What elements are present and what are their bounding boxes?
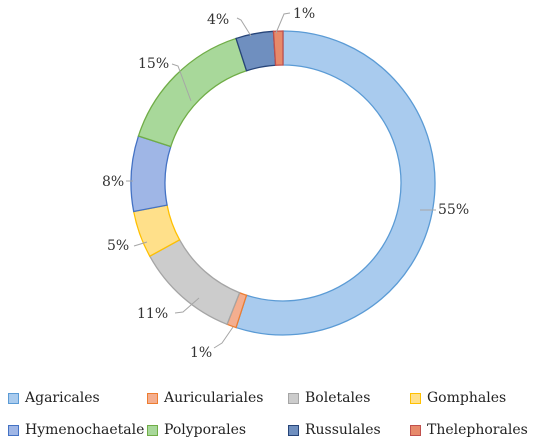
slice-hymenochaetale: [130, 135, 172, 213]
data-label-agaricales: 55%: [438, 202, 469, 218]
legend-item-thelephorales: Thelephorales: [410, 420, 528, 440]
leader-line-russulales: [236, 17, 252, 37]
legend-swatch-gomphales: [410, 392, 421, 404]
slice-thelephorales: [272, 30, 284, 66]
legend: Agaricales Auriculariales Boletales Gomp…: [0, 384, 550, 444]
legend-item-polyporales: Polyporales: [147, 420, 246, 440]
leader-line-gomphales: [133, 241, 148, 247]
legend-swatch-boletales: [288, 392, 299, 404]
legend-label-gomphales: Gomphales: [427, 390, 507, 406]
legend-label-agaricales: Agaricales: [25, 390, 100, 406]
leader-line-polyporales: [171, 63, 192, 102]
legend-item-agaricales: Agaricales: [8, 388, 100, 408]
data-label-polyporales: 15%: [138, 56, 169, 72]
legend-label-russulales: Russulales: [305, 422, 381, 438]
legend-label-auriculariales: Auriculariales: [164, 390, 264, 406]
legend-item-auriculariales: Auriculariales: [147, 388, 263, 408]
slice-polyporales: [137, 37, 248, 148]
legend-swatch-thelephorales: [410, 424, 421, 436]
leader-line-thelephorales: [275, 12, 291, 34]
legend-item-gomphales: Gomphales: [410, 388, 506, 408]
legend-swatch-hymenochaetale: [8, 424, 19, 436]
legend-item-hymenochaetale: Hymenochaetale: [8, 420, 144, 440]
legend-label-polyporales: Polyporales: [164, 422, 247, 438]
legend-swatch-russulales: [288, 424, 299, 436]
data-label-boletales: 11%: [137, 306, 168, 322]
legend-item-russulales: Russulales: [288, 420, 381, 440]
data-label-thelephorales: 1%: [293, 6, 315, 22]
legend-swatch-polyporales: [147, 424, 158, 436]
data-label-russulales: 4%: [207, 12, 229, 28]
legend-label-boletales: Boletales: [305, 390, 371, 406]
donut-plot-area: 55% 1% 11% 5% 8% 15% 4% 1%: [102, 6, 469, 361]
legend-swatch-agaricales: [8, 392, 19, 404]
data-label-hymenochaetale: 8%: [102, 174, 124, 190]
legend-label-thelephorales: Thelephorales: [427, 422, 528, 438]
slice-agaricales: [235, 30, 436, 336]
data-label-auriculariales: 1%: [190, 345, 212, 361]
legend-label-hymenochaetale: Hymenochaetale: [25, 422, 145, 438]
leader-line-auriculariales: [213, 326, 234, 349]
legend-item-boletales: Boletales: [288, 388, 370, 408]
data-label-gomphales: 5%: [107, 238, 129, 254]
legend-swatch-auriculariales: [147, 392, 158, 404]
leader-line-boletales: [174, 297, 200, 314]
